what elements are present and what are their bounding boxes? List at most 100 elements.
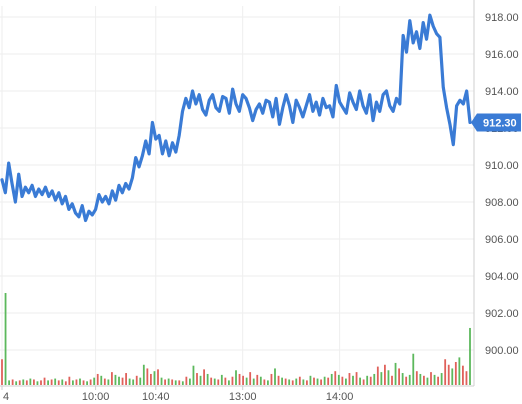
volume-bar: [316, 378, 319, 385]
volume-bar: [298, 376, 301, 385]
volume-bar: [242, 375, 244, 385]
volume-bar: [380, 372, 383, 385]
volume-bar: [203, 369, 205, 385]
volume-bar: [267, 380, 269, 385]
volume-bar: [451, 368, 454, 385]
volume-bar: [57, 380, 60, 385]
volume-bar: [362, 379, 365, 385]
volume-bar: [274, 368, 276, 385]
volume-bar: [327, 377, 330, 385]
volume-bar: [401, 373, 404, 385]
volume-bar: [295, 378, 298, 385]
volume-bar: [430, 372, 432, 385]
volume-bar: [118, 376, 120, 385]
volume-bar: [419, 373, 422, 385]
volume-bar: [376, 366, 379, 385]
volume-bar: [334, 371, 337, 385]
volume-bar: [132, 379, 135, 385]
volume-bar: [469, 327, 471, 385]
volume-bar: [54, 378, 57, 385]
volume-bar: [40, 380, 42, 385]
volume-bar: [47, 380, 49, 385]
x-axis-ticks: 4 10:00 10:40 13:00 14:00: [3, 391, 353, 403]
volume-bar: [29, 378, 32, 385]
volume-bar: [121, 377, 124, 385]
volume-bar: [18, 380, 21, 385]
volume-bar: [458, 357, 461, 385]
volume-bar: [217, 379, 220, 385]
volume-bar: [164, 379, 166, 385]
volume-bar: [25, 380, 28, 385]
volume-bar: [174, 380, 177, 385]
volume-bar: [111, 372, 113, 385]
volume-bar: [437, 376, 439, 385]
volume-bar: [352, 375, 354, 385]
volume-bar: [355, 372, 358, 385]
volume-bar: [139, 377, 142, 385]
volume-bar: [228, 380, 230, 385]
volume-bar: [100, 375, 103, 385]
volume-bar: [369, 376, 372, 385]
volume-bar: [181, 381, 184, 385]
last-price-label: 912.30: [483, 117, 517, 129]
x-tick-label: 10:00: [82, 391, 110, 403]
y-tick-label: 916.00: [485, 49, 519, 61]
x-tick-label: 14:00: [326, 391, 354, 403]
volume-bar: [135, 375, 138, 385]
volume-bar: [36, 381, 39, 385]
volume-bar: [50, 379, 53, 385]
y-axis-ticks: 918.00916.00914.00912.00910.00908.00906.…: [485, 12, 519, 357]
volume-bar: [64, 381, 67, 385]
volume-bar: [433, 374, 436, 385]
volume-bar: [128, 378, 131, 385]
volume-bar: [337, 374, 340, 385]
volume-bar: [259, 376, 262, 385]
volume-bar: [72, 380, 74, 385]
volume-bar: [213, 378, 216, 385]
volume-bar: [359, 377, 361, 385]
volume-bar: [440, 373, 443, 385]
y-tick-label: 914.00: [485, 86, 519, 98]
volume-bar: [330, 373, 333, 385]
y-tick-label: 900.00: [485, 345, 519, 357]
y-tick-label: 910.00: [485, 160, 519, 172]
volume-bar: [196, 373, 198, 385]
volume-bar: [284, 378, 287, 385]
volume-bar: [189, 378, 191, 385]
volume-bar: [157, 369, 159, 385]
volume-bar: [125, 373, 127, 385]
volume-bar: [171, 379, 174, 385]
volume-bar: [263, 379, 266, 385]
volume-bar: [75, 379, 78, 385]
volume-bar: [22, 379, 25, 385]
volume-bar: [199, 375, 202, 385]
y-tick-label: 918.00: [485, 12, 519, 24]
volume-bar: [206, 373, 209, 385]
volume-bar: [462, 365, 464, 385]
volume-bar: [252, 378, 255, 385]
volume-bar: [245, 377, 248, 385]
volume-bar: [153, 371, 156, 385]
volume-bar: [96, 373, 99, 385]
volume-bar: [4, 293, 7, 385]
volume-bar: [415, 371, 418, 385]
volume-bar: [412, 353, 415, 385]
y-tick-label: 904.00: [485, 271, 519, 283]
volume-bar: [256, 374, 259, 385]
volume-bar: [185, 376, 188, 385]
volume-bar: [291, 380, 294, 385]
volume-bar: [345, 378, 347, 385]
volume-bar: [373, 373, 376, 385]
volume-bar: [231, 376, 234, 385]
volume-bar: [302, 379, 305, 385]
last-price-badge-shape: [471, 113, 521, 132]
x-tick-label: 10:40: [142, 391, 170, 403]
volume-bar: [15, 381, 18, 385]
volume-bar: [454, 362, 457, 385]
volume-bar: [61, 379, 64, 385]
volume-bar: [408, 374, 411, 385]
volume-bar: [341, 376, 344, 385]
volume-bar: [465, 371, 468, 385]
volume-bar: [167, 378, 170, 385]
volume-bar: [210, 377, 213, 385]
